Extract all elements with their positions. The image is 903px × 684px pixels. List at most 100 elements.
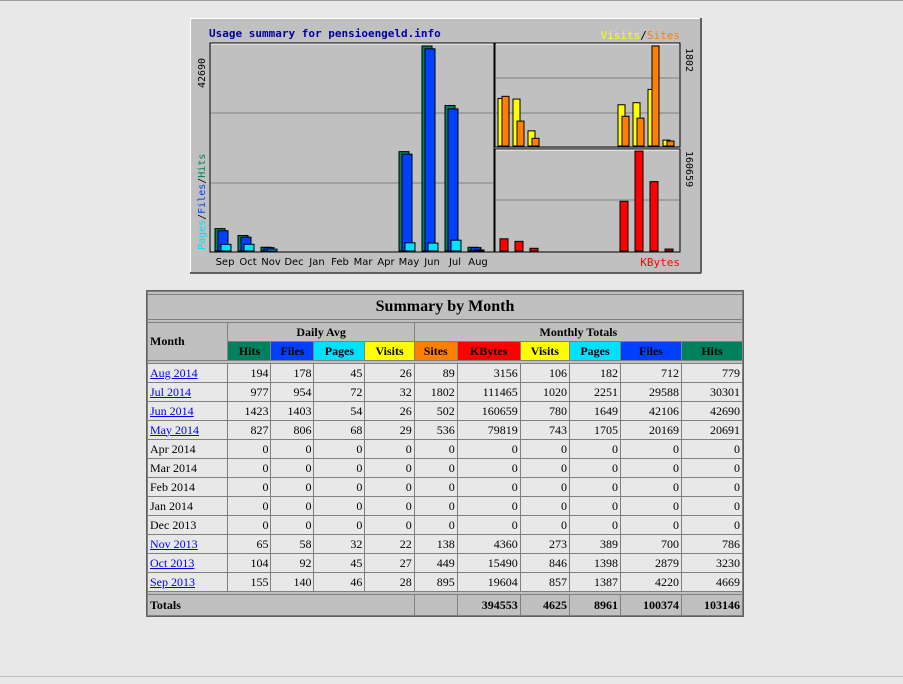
month-cell: May 2014	[148, 421, 228, 439]
right-top-max-label: 1802	[683, 48, 694, 72]
monthly-sites-cell: 0	[414, 497, 457, 515]
monthly-visits-cell: 0	[520, 478, 570, 496]
month-cell: Apr 2014	[148, 440, 228, 458]
monthly-files-cell: 712	[621, 364, 681, 382]
monthly-visits-cell: 273	[520, 535, 570, 553]
table-row: Dec 2013 0 0 0 0 0 0 0 0 0 0	[148, 516, 742, 534]
chart-title: Usage summary for pensioengeld.info	[209, 27, 441, 40]
daily-pages-cell: 32	[314, 535, 365, 553]
daily-files-cell: 58	[271, 535, 314, 553]
daily-hits-cell: 194	[228, 364, 271, 382]
daily-pages-header: Pages	[314, 342, 365, 360]
totals-label: Totals	[148, 595, 414, 615]
bar-pages-nov	[266, 248, 278, 252]
monthly-pages-cell: 0	[570, 459, 620, 477]
left-legend: Pages/Files/Hits	[197, 154, 208, 250]
bar-files-jun	[424, 48, 436, 252]
bar-kbytes-oct	[514, 240, 524, 252]
monthly-kbytes-cell: 4360	[457, 535, 520, 553]
monthly-sites-cell: 1802	[414, 383, 457, 401]
monthly-visits-cell: 780	[520, 402, 570, 420]
bar-kbytes-jun	[634, 150, 644, 252]
daily-pages-cell: 0	[314, 516, 365, 534]
monthly-files-cell: 0	[621, 497, 681, 515]
bar-pages-jul	[450, 239, 462, 252]
daily-visits-cell: 28	[365, 573, 414, 591]
monthly-pages-cell: 1705	[570, 421, 620, 439]
monthly-pages-cell: 0	[570, 440, 620, 458]
monthly-sites-cell: 0	[414, 478, 457, 496]
monthly-kbytes-cell: 3156	[457, 364, 520, 382]
table-row: Jun 2014 1423 1403 54 26 502 160659 780 1649 4210…	[148, 402, 742, 420]
monthly-sites-cell: 0	[414, 516, 457, 534]
daily-visits-cell: 27	[365, 554, 414, 572]
monthly-kbytes-cell: 79819	[457, 421, 520, 439]
daily-hits-cell: 65	[228, 535, 271, 553]
monthly-sites-cell: 89	[414, 364, 457, 382]
monthly-files-cell: 700	[621, 535, 681, 553]
monthly-kbytes-cell: 160659	[457, 402, 520, 420]
daily-files-cell: 1403	[271, 402, 314, 420]
table-row: Sep 2013 155 140 46 28 895 19604 857 1387 4220 466…	[148, 573, 742, 591]
bar-pages-jun	[427, 242, 439, 252]
table-row: Nov 2013 65 58 32 22 138 4360 273 389 700 786	[148, 535, 742, 553]
daily-visits-cell: 26	[365, 402, 414, 420]
month-link[interactable]: Sep 2013	[150, 574, 195, 589]
daily-visits-cell: 29	[365, 421, 414, 439]
visits-sites-legend: Visits/Sites	[601, 29, 681, 42]
monthly-pages-cell: 1649	[570, 402, 620, 420]
month-link[interactable]: Jun 2014	[150, 403, 194, 418]
month-cell: Jun 2014	[148, 402, 228, 420]
month-link[interactable]: May 2014	[150, 422, 199, 437]
summary-table: Summary by Month Month Daily Avg Monthly…	[146, 290, 744, 617]
month-label-jul: Jul	[448, 257, 461, 268]
bar-files-jul	[447, 108, 459, 252]
daily-hits-cell: 0	[228, 440, 271, 458]
table-row: May 2014 827 806 68 29 536 79819 743 1705 20169 20…	[148, 421, 742, 439]
daily-pages-cell: 0	[314, 459, 365, 477]
monthly-hits-cell: 0	[681, 516, 742, 534]
monthly-hits-cell: 0	[681, 497, 742, 515]
daily-pages-cell: 45	[314, 554, 365, 572]
daily-files-cell: 0	[271, 478, 314, 496]
monthly-sites-cell: 0	[414, 459, 457, 477]
bar-sites-jul	[651, 45, 660, 147]
month-link[interactable]: Aug 2014	[150, 365, 198, 380]
monthly-files-cell: 4220	[621, 573, 681, 591]
daily-hits-cell: 1423	[228, 402, 271, 420]
month-label-aug: Aug	[468, 257, 488, 268]
monthly-files-cell: 0	[621, 516, 681, 534]
monthly-kbytes-cell: 111465	[457, 383, 520, 401]
table-row: Oct 2013 104 92 45 27 449 15490 846 1398 2879 3230	[148, 554, 742, 572]
monthly-files-cell: 42106	[621, 402, 681, 420]
month-cell: Sep 2013	[148, 573, 228, 591]
month-cell: Oct 2013	[148, 554, 228, 572]
month-label-mar: Mar	[354, 257, 374, 268]
totals-files: 100374	[621, 595, 681, 615]
monthly-pages-cell: 0	[570, 497, 620, 515]
month-cell: Jul 2014	[148, 383, 228, 401]
daily-pages-cell: 72	[314, 383, 365, 401]
monthly-visits-cell: 846	[520, 554, 570, 572]
monthly-files-cell: 2879	[621, 554, 681, 572]
daily-pages-cell: 68	[314, 421, 365, 439]
month-cell: Mar 2014	[148, 459, 228, 477]
daily-visits-cell: 0	[365, 478, 414, 496]
month-link[interactable]: Oct 2013	[150, 555, 195, 570]
monthly-kbytes-cell: 0	[457, 478, 520, 496]
month-link[interactable]: Jul 2014	[150, 384, 192, 399]
daily-visits-cell: 0	[365, 497, 414, 515]
daily-pages-cell: 0	[314, 478, 365, 496]
legend-sites: Sites	[647, 29, 680, 42]
legend-kbytes: KBytes	[640, 256, 680, 269]
monthly-visits-cell: 0	[520, 497, 570, 515]
bar-pages-aug	[473, 249, 485, 252]
daily-hits-cell: 0	[228, 516, 271, 534]
month-link[interactable]: Nov 2013	[150, 536, 198, 551]
monthly-sites-cell: 895	[414, 573, 457, 591]
bar-kbytes-nov	[529, 247, 539, 252]
daily-visits-cell: 0	[365, 440, 414, 458]
totals-pages: 8961	[570, 595, 620, 615]
bar-pages-sep	[220, 243, 232, 252]
table-row: Apr 2014 0 0 0 0 0 0 0 0 0 0	[148, 440, 742, 458]
